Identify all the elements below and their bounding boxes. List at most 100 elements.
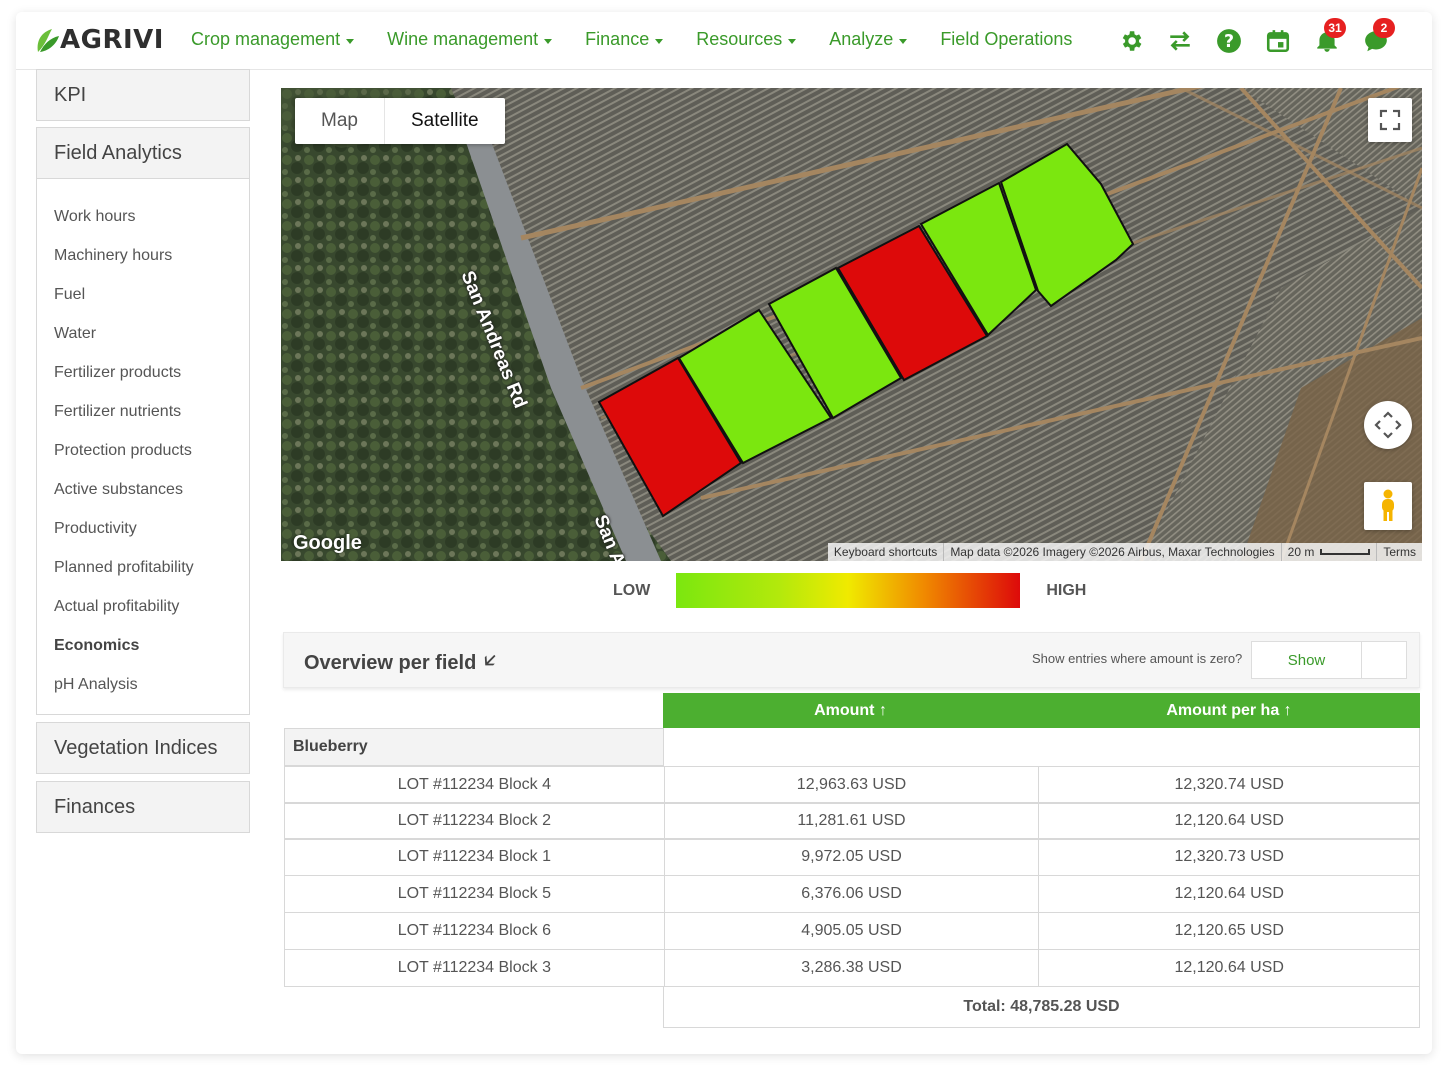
main-menu: Crop management Wine management Finance … bbox=[191, 29, 1105, 50]
field-block-2 bbox=[677, 308, 833, 465]
field-name-cell: LOT #112234 Block 5 bbox=[284, 875, 665, 913]
fullscreen-button[interactable] bbox=[1368, 98, 1412, 142]
amount-per-ha-cell: 12,120.65 USD bbox=[1038, 912, 1421, 950]
map-type-satellite-button[interactable]: Satellite bbox=[410, 110, 479, 131]
help-icon[interactable]: ? bbox=[1214, 26, 1244, 56]
field-name-cell: LOT #112234 Block 4 bbox=[284, 766, 665, 804]
map-type-map-button[interactable]: Map bbox=[295, 98, 385, 144]
field-block-1 bbox=[597, 356, 743, 518]
sidebar-section-field-analytics[interactable]: Field Analytics bbox=[36, 127, 250, 179]
crop-group-row: Blueberry bbox=[284, 728, 1420, 766]
hide-zero-button[interactable] bbox=[1362, 642, 1406, 678]
field-name-cell: LOT #112234 Block 6 bbox=[284, 912, 665, 950]
menu-label: Wine management bbox=[387, 29, 539, 49]
overview-title[interactable]: Overview per field 🡧 bbox=[304, 648, 496, 678]
table-row: LOT #112234 Block 2 11,281.61 USD 12,120… bbox=[284, 802, 1421, 840]
section-label: Vegetation Indices bbox=[54, 736, 218, 759]
sidebar-item-ph-analysis[interactable]: pH Analysis bbox=[54, 675, 138, 693]
sidebar-item-work-hours[interactable]: Work hours bbox=[54, 207, 136, 225]
field-block-4 bbox=[836, 224, 989, 382]
legend-gradient-bar bbox=[676, 573, 1021, 608]
menu-resources[interactable]: Resources bbox=[696, 29, 797, 50]
agrivi-logo[interactable]: AGRIVI bbox=[34, 24, 164, 56]
leaf-logo-icon bbox=[37, 29, 59, 52]
arrow-down-icon: 🡧 bbox=[484, 650, 496, 670]
overview-header: Overview per field 🡧 Show entries where … bbox=[283, 632, 1420, 688]
menu-finance[interactable]: Finance bbox=[585, 29, 664, 50]
sidebar-section-finances[interactable]: Finances bbox=[36, 781, 250, 833]
menu-field-operations[interactable]: Field Operations bbox=[940, 29, 1072, 50]
calendar-icon[interactable] bbox=[1263, 26, 1293, 56]
keyboard-shortcuts-link[interactable]: Keyboard shortcuts bbox=[828, 543, 945, 561]
map-legend: LOW HIGH bbox=[613, 573, 1086, 608]
zero-entries-question: Show entries where amount is zero? bbox=[1032, 651, 1243, 666]
sidebar-item-planned-profitability[interactable]: Planned profitability bbox=[54, 558, 194, 576]
satellite-map[interactable]: San Andreas Rd San A Map Satellite Googl… bbox=[281, 88, 1422, 561]
crop-group-blank bbox=[663, 728, 1420, 766]
sidebar-item-economics[interactable]: Economics bbox=[54, 636, 140, 654]
switch-arrows-icon[interactable] bbox=[1165, 26, 1195, 56]
messages-badge: 2 bbox=[1373, 18, 1395, 38]
settings-gear-icon[interactable] bbox=[1116, 26, 1146, 56]
menu-label: Analyze bbox=[829, 29, 894, 49]
sidebar-section-kpi[interactable]: KPI bbox=[36, 69, 250, 121]
sidebar-item-fertilizer-products[interactable]: Fertilizer products bbox=[54, 363, 182, 381]
table-row: LOT #112234 Block 1 9,972.05 USD 12,320.… bbox=[284, 838, 1421, 876]
table-row: LOT #112234 Block 4 12,963.63 USD 12,320… bbox=[284, 766, 1421, 804]
terms-link[interactable]: Terms bbox=[1383, 545, 1416, 559]
top-navigation: AGRIVI Crop management Wine management F… bbox=[16, 12, 1432, 70]
table-row: LOT #112234 Block 6 4,905.05 USD 12,120.… bbox=[284, 912, 1421, 950]
map-scale[interactable]: 20 m bbox=[1282, 543, 1378, 561]
amount-per-ha-cell: 12,320.74 USD bbox=[1038, 766, 1421, 804]
field-block-6 bbox=[999, 142, 1135, 308]
menu-analyze[interactable]: Analyze bbox=[829, 29, 908, 50]
chat-icon[interactable]: 2 bbox=[1361, 18, 1395, 56]
caret-down-icon bbox=[655, 38, 664, 44]
caret-down-icon bbox=[346, 38, 355, 44]
map-attribution: Keyboard shortcuts Map data ©2026 Imager… bbox=[827, 543, 1422, 561]
sort-amount-header[interactable]: Amount ↑ bbox=[814, 701, 887, 719]
map-data-text: Map data ©2026 Imagery ©2026 Airbus, Max… bbox=[944, 543, 1282, 561]
amount-cell: 9,972.05 USD bbox=[663, 838, 1040, 876]
sidebar-item-water[interactable]: Water bbox=[54, 324, 97, 342]
sidebar-item-active-substances[interactable]: Active substances bbox=[54, 480, 183, 498]
table-total: Total: 48,785.28 USD bbox=[663, 986, 1420, 1028]
amount-per-ha-cell: 12,120.64 USD bbox=[1038, 802, 1421, 840]
amount-cell: 12,963.63 USD bbox=[663, 766, 1040, 804]
sort-amount-per-ha-header[interactable]: Amount per ha ↑ bbox=[1166, 701, 1292, 719]
table-header: Amount ↑ Amount per ha ↑ bbox=[663, 693, 1420, 728]
amount-cell: 11,281.61 USD bbox=[663, 802, 1040, 840]
brand-name: AGRIVI bbox=[60, 25, 164, 55]
field-name-cell: LOT #112234 Block 3 bbox=[284, 949, 665, 987]
sidebar-item-machinery-hours[interactable]: Machinery hours bbox=[54, 246, 173, 264]
sidebar-item-productivity[interactable]: Productivity bbox=[54, 519, 137, 537]
section-label: Field Analytics bbox=[54, 141, 182, 164]
show-zero-button[interactable]: Show bbox=[1252, 642, 1362, 678]
map-type-toggle: Map Satellite bbox=[295, 98, 505, 144]
amount-cell: 4,905.05 USD bbox=[663, 912, 1040, 950]
crop-group-label: Blueberry bbox=[284, 728, 664, 766]
menu-crop-management[interactable]: Crop management bbox=[191, 29, 355, 50]
overview-title-text: Overview per field bbox=[304, 651, 477, 674]
menu-wine-management[interactable]: Wine management bbox=[387, 29, 553, 50]
section-label: KPI bbox=[54, 83, 87, 106]
scale-label: 20 m bbox=[1287, 545, 1315, 559]
header-actions: ? 31 2 bbox=[1116, 18, 1410, 56]
sidebar-item-actual-profitability[interactable]: Actual profitability bbox=[54, 597, 180, 615]
pan-control-button[interactable] bbox=[1364, 401, 1412, 449]
menu-label: Field Operations bbox=[940, 29, 1073, 49]
amount-per-ha-cell: 12,120.64 USD bbox=[1038, 875, 1421, 913]
caret-down-icon bbox=[544, 38, 553, 44]
sidebar-item-fuel[interactable]: Fuel bbox=[54, 285, 86, 303]
sidebar-section-vegetation-indices[interactable]: Vegetation Indices bbox=[36, 722, 250, 774]
sidebar-item-fertilizer-nutrients[interactable]: Fertilizer nutrients bbox=[54, 402, 182, 420]
sidebar-group-field-analytics: Field Analytics Work hours Machinery hou… bbox=[36, 127, 250, 715]
amount-per-ha-cell: 12,120.64 USD bbox=[1038, 949, 1421, 987]
section-label: Finances bbox=[54, 795, 136, 818]
svg-text:?: ? bbox=[1224, 32, 1234, 52]
sidebar-item-protection-products[interactable]: Protection products bbox=[54, 441, 192, 459]
street-view-button[interactable] bbox=[1364, 482, 1412, 530]
field-analytics-list: Work hours Machinery hours Fuel Water Fe… bbox=[36, 179, 250, 715]
notifications-bell-icon[interactable]: 31 bbox=[1312, 18, 1346, 56]
menu-label: Crop management bbox=[191, 29, 341, 49]
